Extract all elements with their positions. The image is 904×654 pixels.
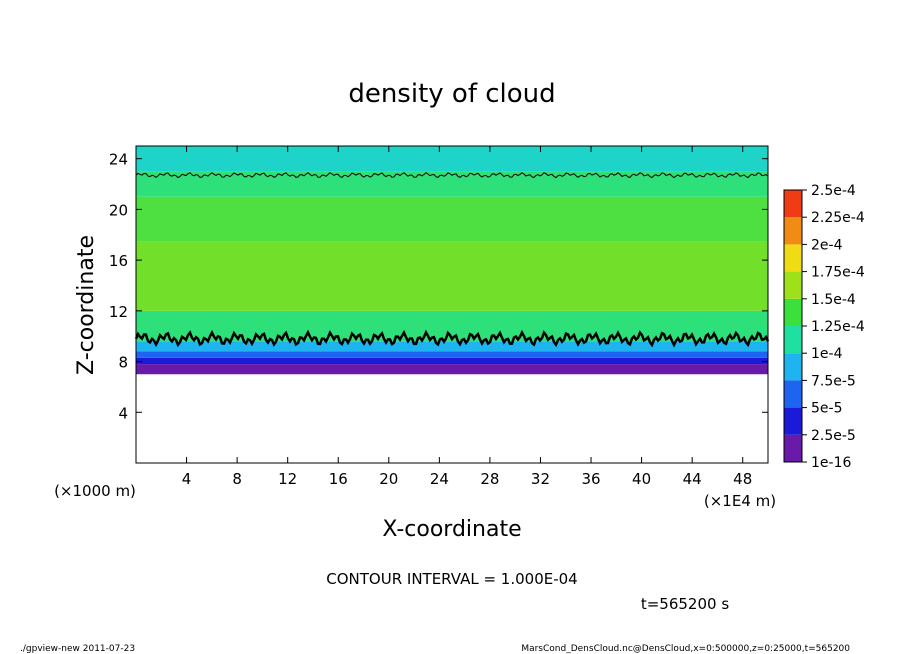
x-axis-unit: (×1E4 m) bbox=[704, 492, 776, 510]
y-tick-label-8: 8 bbox=[118, 354, 128, 372]
x-tick-label-4: 4 bbox=[182, 470, 192, 488]
colorbar-label-7: 1.75e-4 bbox=[811, 265, 865, 281]
colorbar-label-0: 1e-16 bbox=[811, 455, 851, 471]
field-band-1 bbox=[136, 357, 768, 365]
y-axis-ticks: 4 8 12 16 20 24 bbox=[109, 151, 768, 422]
x-tick-label-12: 12 bbox=[278, 470, 297, 488]
x-tick-label-44: 44 bbox=[683, 470, 702, 488]
footer-right: MarsCond_DensCloud.nc@DensCloud,x=0:5000… bbox=[521, 644, 850, 654]
x-tick-label-16: 16 bbox=[329, 470, 348, 488]
x-axis-label: X-coordinate bbox=[382, 517, 521, 542]
colorbar-label-8: 2e-4 bbox=[811, 237, 843, 253]
x-tick-label-28: 28 bbox=[480, 470, 499, 488]
colorbar-label-4: 1e-4 bbox=[811, 346, 843, 362]
colorbar-segment-8 bbox=[784, 217, 802, 245]
contour-line-0 bbox=[134, 329, 770, 348]
field-band-8 bbox=[136, 146, 768, 172]
colorbar-segment-6 bbox=[784, 271, 802, 299]
time-text: t=565200 s bbox=[641, 595, 729, 613]
colorbar-label-5: 1.25e-4 bbox=[811, 319, 865, 335]
x-tick-label-8: 8 bbox=[232, 470, 242, 488]
colorbar-segment-9 bbox=[784, 190, 802, 218]
y-axis-unit: (×1000 m) bbox=[54, 482, 136, 500]
colorbar-segment-4 bbox=[784, 326, 802, 354]
colorbar-segment-1 bbox=[784, 407, 802, 435]
x-tick-label-24: 24 bbox=[430, 470, 449, 488]
colorbar-segment-3 bbox=[784, 353, 802, 381]
x-tick-label-48: 48 bbox=[733, 470, 752, 488]
colorbar-label-1: 2.5e-5 bbox=[811, 428, 856, 444]
footer-left: ./gpview-new 2011-07-23 bbox=[20, 644, 135, 654]
y-tick-label-24: 24 bbox=[109, 151, 128, 169]
colorbar-label-2: 5e-5 bbox=[811, 401, 842, 417]
field-band-2 bbox=[136, 351, 768, 358]
density-field bbox=[136, 146, 768, 375]
x-tick-label-36: 36 bbox=[581, 470, 600, 488]
y-tick-label-12: 12 bbox=[109, 303, 128, 321]
contour-line-1 bbox=[135, 171, 769, 179]
y-axis-label: Z-coordinate bbox=[74, 235, 99, 375]
colorbar-label-9: 2.25e-4 bbox=[811, 210, 865, 226]
field-band-5 bbox=[136, 241, 768, 311]
x-axis-ticks: 4 8 12 16 20 24 28 32 36 40 44 48 bbox=[182, 146, 752, 488]
x-tick-label-20: 20 bbox=[379, 470, 398, 488]
colorbar-segment-7 bbox=[784, 244, 802, 272]
colorbar-label-6: 1.5e-4 bbox=[811, 292, 856, 308]
colorbar: 1e-16 2.5e-5 5e-5 7.5e-5 1e-4 1.25e-4 1.5e-4 1.… bbox=[783, 183, 865, 471]
field-band-6 bbox=[136, 196, 768, 242]
contour-interval-text: CONTOUR INTERVAL = 1.000E-04 bbox=[326, 570, 577, 588]
y-tick-label-20: 20 bbox=[109, 201, 128, 219]
field-band-0 bbox=[136, 364, 768, 375]
colorbar-label-3: 7.5e-5 bbox=[811, 373, 856, 389]
x-tick-label-40: 40 bbox=[632, 470, 651, 488]
colorbar-label-10: 2.5e-4 bbox=[811, 183, 856, 199]
contour-lines bbox=[134, 171, 770, 348]
plot-frame bbox=[135, 145, 769, 464]
colorbar-segment-2 bbox=[784, 380, 802, 408]
y-tick-label-16: 16 bbox=[109, 252, 128, 270]
field-band-3 bbox=[136, 341, 768, 352]
colorbar-segment-0 bbox=[784, 434, 802, 462]
chart-title: density of cloud bbox=[348, 79, 555, 109]
x-tick-label-32: 32 bbox=[531, 470, 550, 488]
colorbar-segment-5 bbox=[784, 298, 802, 326]
y-tick-label-4: 4 bbox=[118, 404, 128, 422]
